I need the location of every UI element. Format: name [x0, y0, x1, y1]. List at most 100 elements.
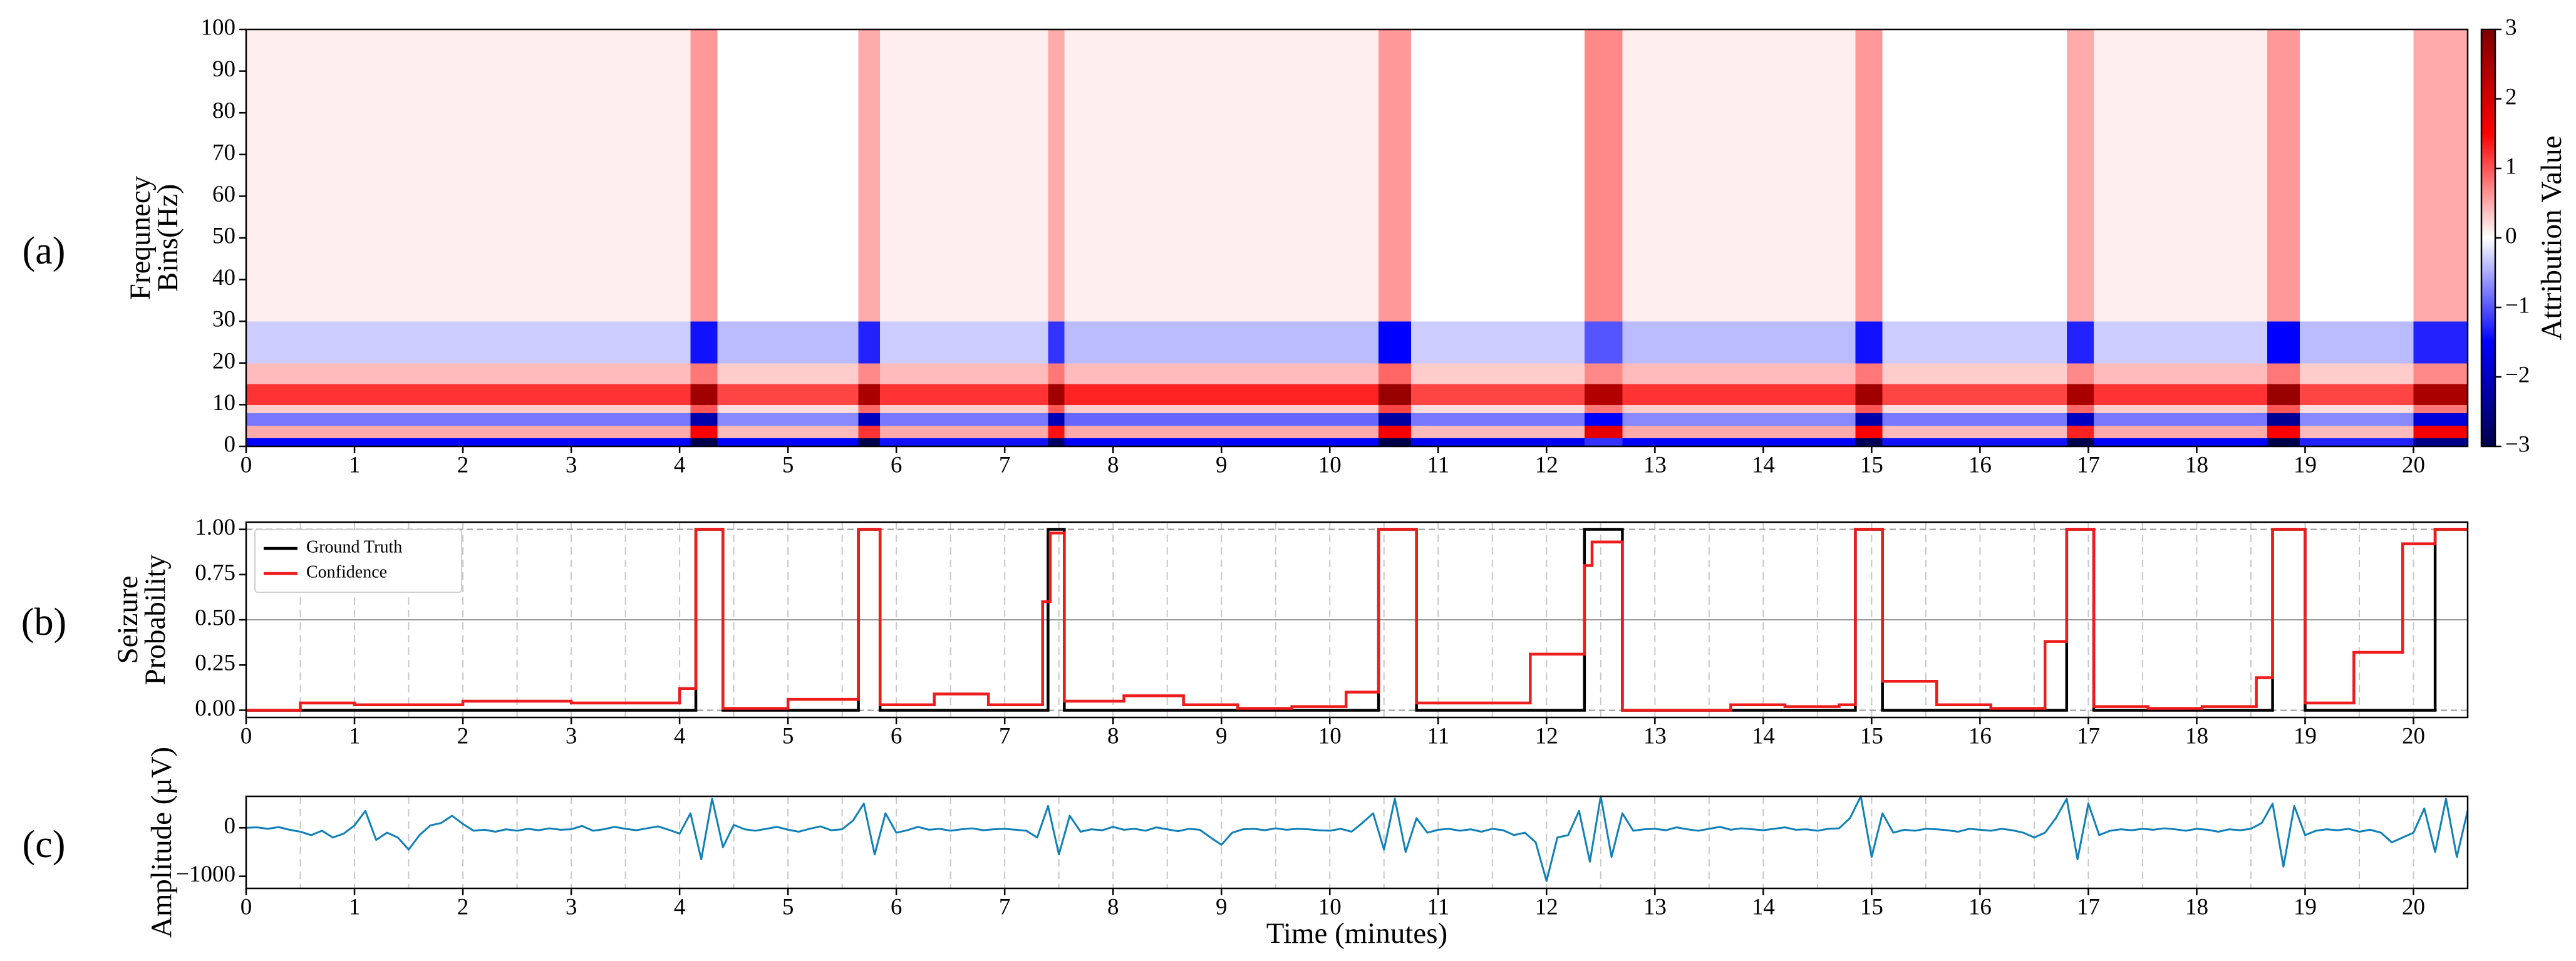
- x-tick-label: 7: [999, 452, 1011, 478]
- heatmap-cell: [1048, 29, 1065, 322]
- heatmap-cell: [1048, 321, 1065, 364]
- x-tick-label: 7: [999, 723, 1011, 749]
- heatmap-cell: [2094, 413, 2268, 426]
- x-tick-label: 14: [1752, 894, 1775, 920]
- x-tick-label: 19: [2294, 452, 2317, 478]
- heatmap-cell: [2299, 425, 2414, 439]
- heatmap-cell: [1584, 321, 1623, 364]
- y-tick-label: 0: [224, 813, 236, 839]
- heatmap-cell: [246, 425, 691, 439]
- x-tick-label: 2: [457, 452, 469, 478]
- x-tick-label: 6: [891, 452, 903, 478]
- heatmap-cell: [717, 29, 859, 322]
- x-tick-label: 5: [782, 723, 794, 749]
- x-tick-label: 7: [999, 894, 1011, 920]
- heatmap-cell: [1048, 438, 1065, 447]
- heatmap-cell: [717, 425, 859, 439]
- colorbar-tick-label: −1: [2505, 292, 2530, 318]
- heatmap-cell: [858, 384, 881, 405]
- heatmap-cell: [2066, 425, 2094, 439]
- x-tick-label: 3: [566, 894, 577, 920]
- y-axis-label: Seizure: [111, 576, 144, 664]
- heatmap-cell: [2267, 384, 2300, 405]
- heatmap-cell: [1064, 425, 1379, 439]
- heatmap-cell: [1411, 29, 1585, 322]
- x-tick-label: 11: [1427, 894, 1449, 920]
- heatmap-cell: [858, 425, 881, 439]
- heatmap-cell: [2094, 362, 2268, 384]
- x-tick-label: 0: [241, 894, 252, 920]
- colorbar-tick-label: −3: [2505, 431, 2530, 457]
- x-tick-label: 17: [2077, 894, 2100, 920]
- heatmap-cell: [717, 362, 859, 384]
- heatmap-cell: [1379, 384, 1412, 405]
- heatmap-cell: [1048, 384, 1065, 405]
- x-tick-label: 8: [1107, 894, 1119, 920]
- heatmap-cell: [1064, 29, 1379, 322]
- x-axis-label: Time (minutes): [1266, 917, 1447, 950]
- y-tick-label: 100: [201, 14, 236, 40]
- heatmap-cell: [858, 362, 881, 384]
- heatmap-cell: [880, 413, 1048, 426]
- heatmap-cell: [717, 438, 859, 447]
- heatmap-cell: [880, 438, 1048, 447]
- x-tick-label: 20: [2402, 723, 2425, 749]
- colorbar-label: Attribution Value: [2535, 136, 2568, 341]
- heatmap-cell: [1855, 29, 1883, 322]
- heatmap-cell: [690, 404, 718, 414]
- heatmap-cell: [246, 321, 691, 364]
- heatmap-cell: [858, 438, 881, 447]
- heatmap-cell: [717, 321, 859, 364]
- panel-label: (b): [21, 601, 66, 644]
- heatmap-cell: [1064, 321, 1379, 364]
- x-tick-label: 10: [1318, 452, 1342, 478]
- x-tick-label: 4: [674, 452, 686, 478]
- x-tick-label: 8: [1107, 452, 1119, 478]
- heatmap-cell: [1411, 321, 1585, 364]
- heatmap-cell: [2413, 29, 2468, 322]
- heatmap-cell: [1855, 321, 1883, 364]
- heatmap-cell: [1882, 321, 2067, 364]
- heatmap-cell: [1855, 404, 1883, 414]
- heatmap-cell: [1882, 362, 2067, 384]
- heatmap-cell: [1855, 425, 1883, 439]
- colorbar-tick-label: −2: [2505, 362, 2530, 388]
- x-tick-label: 4: [674, 723, 686, 749]
- panel-label: (c): [23, 823, 66, 866]
- x-tick-label: 6: [891, 894, 903, 920]
- heatmap-cell: [1622, 438, 1856, 447]
- heatmap-cell: [1584, 425, 1623, 439]
- heatmap-cell: [1882, 438, 2067, 447]
- x-tick-label: 17: [2077, 723, 2100, 749]
- y-tick-label: 50: [212, 223, 235, 249]
- heatmap-cell: [2066, 413, 2094, 426]
- heatmap-cell: [2066, 362, 2094, 384]
- heatmap-cell: [1855, 362, 1883, 384]
- y-axis-label: Bins(Hz): [152, 184, 184, 292]
- heatmap-cell: [1064, 413, 1379, 426]
- heatmap-cell: [1882, 413, 2067, 426]
- y-tick-label: 80: [212, 98, 235, 124]
- heatmap-cell: [690, 425, 718, 439]
- x-tick-label: 12: [1535, 894, 1558, 920]
- y-tick-label: 40: [212, 265, 235, 290]
- heatmap-cell: [1584, 29, 1623, 322]
- heatmap-cell: [690, 413, 718, 426]
- heatmap-cell: [1622, 362, 1856, 384]
- heatmap-cell: [2299, 404, 2414, 414]
- heatmap-cell: [1584, 404, 1623, 414]
- y-axis-label: Amplitude (µV): [145, 747, 178, 938]
- heatmap-cell: [2094, 438, 2268, 447]
- heatmap-cell: [1064, 384, 1379, 405]
- colorbar-tick-label: 2: [2505, 84, 2517, 110]
- step-line: [246, 528, 2468, 712]
- heatmap-cell: [2299, 362, 2414, 384]
- heatmap-cell: [1622, 425, 1856, 439]
- x-tick-label: 5: [782, 894, 794, 920]
- x-tick-label: 14: [1752, 452, 1775, 478]
- heatmap-cell: [1855, 438, 1883, 447]
- heatmap-cell: [1379, 362, 1412, 384]
- heatmap-cell: [858, 404, 881, 414]
- heatmap-cell: [246, 438, 691, 447]
- x-tick-label: 10: [1318, 723, 1342, 749]
